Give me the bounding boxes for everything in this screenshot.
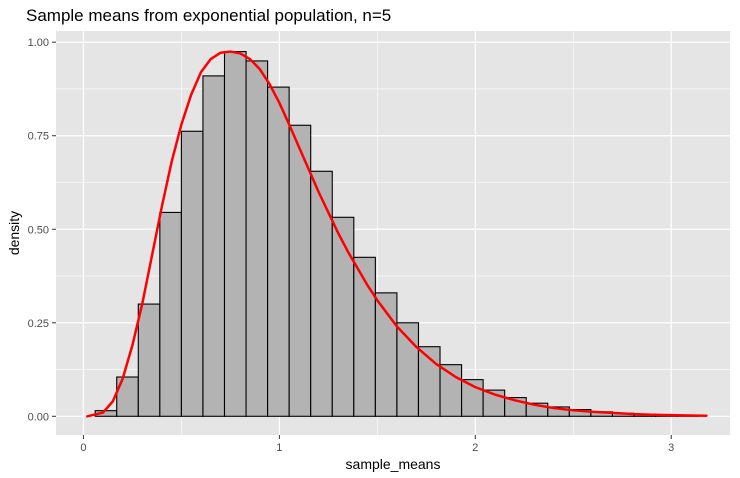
histogram-bar: [331, 216, 355, 417]
histogram-bar: [202, 75, 226, 417]
histogram-bar: [137, 303, 161, 417]
histogram-bar: [159, 211, 182, 417]
x-axis: 0 1 2 3: [80, 435, 674, 454]
x-tick-label: 0: [80, 442, 86, 454]
x-axis-title: sample_means: [346, 456, 441, 472]
y-axis-title: density: [6, 211, 22, 255]
y-tick-label: 0.75: [28, 131, 49, 143]
y-tick-label: 1.00: [28, 37, 49, 49]
histogram-bar: [245, 60, 269, 417]
x-tick-label: 3: [668, 442, 674, 454]
y-tick-label: 0.00: [28, 411, 49, 423]
histogram-bar: [267, 86, 290, 417]
chart-title: Sample means from exponential population…: [26, 6, 391, 25]
x-tick-label: 1: [276, 442, 282, 454]
histogram-bar: [310, 170, 333, 417]
x-tick-label: 2: [472, 442, 478, 454]
histogram-bar: [223, 51, 247, 417]
y-axis: 0.00 0.25 0.50 0.75 1.00: [28, 37, 56, 423]
histogram-bar: [180, 130, 204, 417]
y-tick-label: 0.25: [28, 318, 49, 330]
y-tick-label: 0.50: [28, 224, 49, 236]
histogram-bars: [94, 51, 700, 417]
density-curve: [86, 50, 708, 418]
